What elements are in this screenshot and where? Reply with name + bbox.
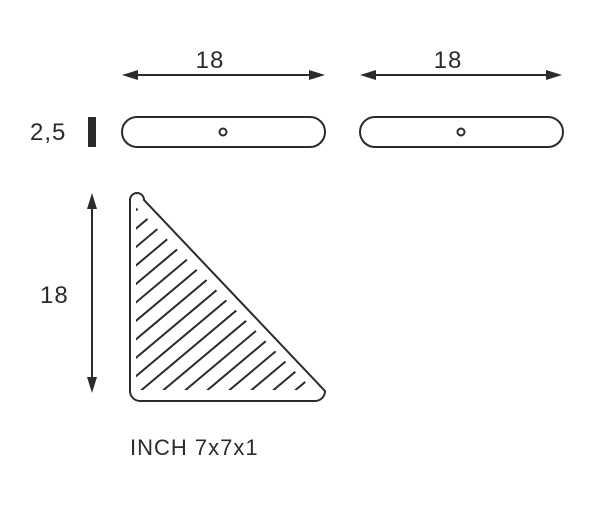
drawing-caption: INCH 7x7x1 <box>130 435 259 460</box>
bar-top-view-left <box>122 117 325 147</box>
dimension-top-right: 18 <box>360 47 562 80</box>
dimension-side-height: 2,5 <box>30 117 96 147</box>
dimension-top-left: 18 <box>122 47 325 80</box>
dimension-top-left-label: 18 <box>196 47 225 74</box>
bar-top-view-right <box>360 117 563 147</box>
dimension-triangle-height-label: 18 <box>40 282 69 309</box>
dimension-side-height-label: 2,5 <box>30 119 66 146</box>
dimension-triangle-height: 18 <box>40 193 97 393</box>
dimension-drawing: 18 18 2,5 18 INCH 7x7x1 <box>0 0 600 505</box>
dimension-top-right-label: 18 <box>434 47 463 74</box>
mounting-hole-icon <box>220 129 227 136</box>
mounting-hole-icon <box>458 129 465 136</box>
